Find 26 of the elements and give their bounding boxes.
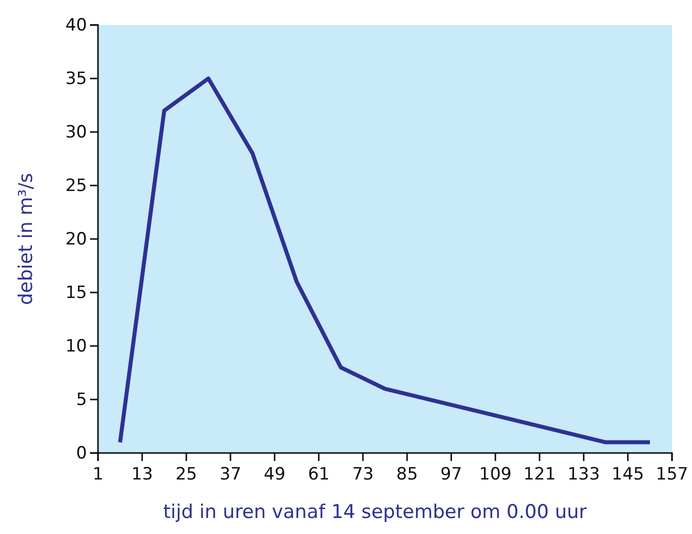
x-tick-label: 157 — [656, 464, 688, 484]
y-tick-label: 10 — [65, 336, 87, 356]
y-tick-label: 0 — [76, 443, 87, 464]
x-axis-title: tijd in uren vanaf 14 september om 0.00 uur — [163, 501, 587, 523]
y-axis-title: debiet in m³/s — [15, 172, 37, 306]
x-tick-label: 13 — [131, 464, 153, 484]
y-tick-label: 15 — [65, 282, 87, 303]
y-tick-label: 25 — [65, 176, 87, 196]
x-tick-label: 1 — [92, 464, 104, 484]
y-tick-label: 40 — [65, 15, 87, 36]
x-tick-label: 25 — [175, 464, 198, 484]
x-tick-label: 61 — [308, 464, 330, 484]
x-tick-label: 97 — [440, 464, 462, 484]
x-tick-label: 133 — [567, 464, 600, 484]
y-tick-label: 20 — [65, 229, 87, 250]
x-tick-label: 73 — [352, 464, 374, 484]
x-tick-label: 37 — [220, 464, 242, 484]
y-tick-label: 5 — [76, 390, 87, 410]
y-tick-label: 30 — [65, 122, 87, 142]
x-tick-label: 121 — [523, 464, 556, 484]
line-series — [118, 76, 652, 444]
y-tick-label: 35 — [65, 68, 87, 89]
x-tick-label: 85 — [396, 464, 418, 484]
x-tick-label: 49 — [264, 464, 286, 484]
x-tick-label: 145 — [612, 464, 644, 484]
x-tick-label: 109 — [479, 464, 512, 484]
